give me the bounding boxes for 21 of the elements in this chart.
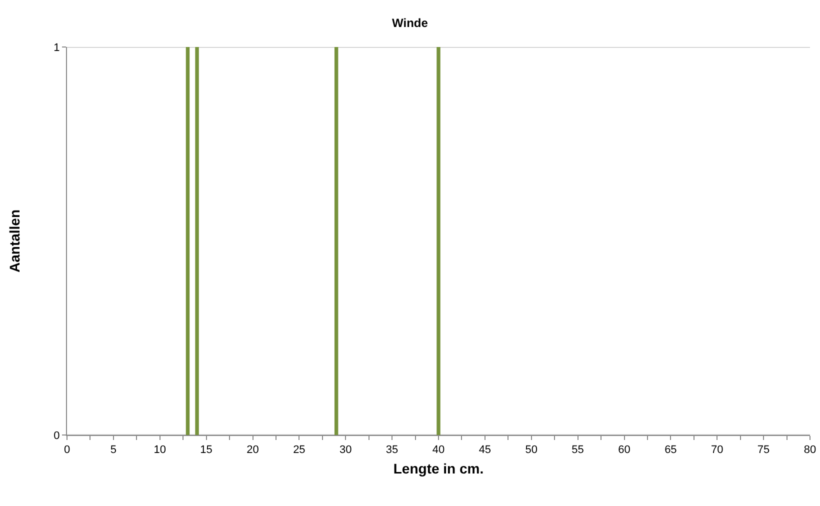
chart-title: Winde — [392, 16, 428, 30]
x-tick-label: 20 — [246, 444, 259, 456]
x-tick-label: 30 — [340, 444, 352, 456]
y-tick-label: 1 — [54, 42, 60, 54]
x-tick-label: 15 — [200, 444, 212, 456]
x-tick-label: 0 — [64, 444, 70, 456]
x-tick-label: 75 — [757, 444, 770, 456]
x-tick-label: 55 — [572, 444, 584, 456]
x-tick-label: 45 — [478, 444, 492, 456]
x-tick-label: 35 — [386, 444, 398, 456]
x-tick-label: 80 — [804, 444, 816, 456]
x-tick-label: 60 — [618, 444, 630, 456]
x-tick-label: 70 — [711, 444, 724, 456]
x-tick-label: 65 — [664, 444, 677, 456]
x-tick-label: 25 — [293, 444, 306, 456]
x-axis-title: Lengte in cm. — [393, 460, 484, 476]
x-tick-label: 50 — [525, 444, 538, 456]
x-tick-label: 40 — [432, 444, 445, 456]
x-tick-label: 10 — [154, 444, 166, 456]
y-axis-title: Aantallen — [6, 209, 22, 273]
x-tick-label: 5 — [110, 444, 117, 456]
